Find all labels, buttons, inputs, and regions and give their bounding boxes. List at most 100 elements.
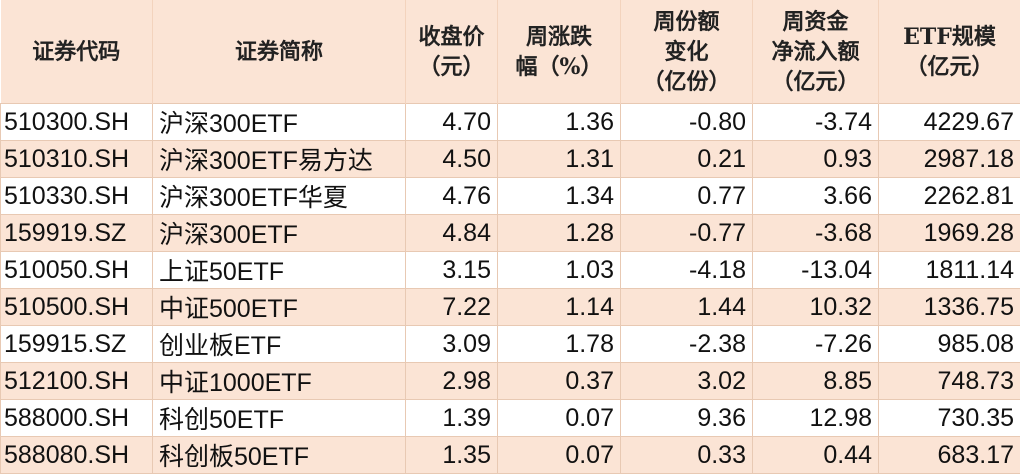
cell-close-price: 4.50 <box>406 141 498 178</box>
cell-weekly-change: 1.36 <box>498 104 621 141</box>
cell-name: 沪深300ETF <box>153 104 406 141</box>
cell-weekly-change: 0.07 <box>498 400 621 437</box>
cell-close-price: 4.70 <box>406 104 498 141</box>
cell-close-price: 1.39 <box>406 400 498 437</box>
cell-net-inflow: -7.26 <box>753 326 879 363</box>
cell-net-inflow: 8.85 <box>753 363 879 400</box>
cell-share-change: 0.33 <box>621 437 753 474</box>
header-line: 证券代码 <box>1 37 153 67</box>
cell-etf-scale: 985.08 <box>879 326 1020 363</box>
header-row: 证券代码证券简称收盘价（元）周涨跌幅（%）周份额变化（亿份）周资金净流入额（亿元… <box>1 0 1020 104</box>
cell-etf-scale: 2987.18 <box>879 141 1020 178</box>
header-line: 周资金 <box>753 7 878 37</box>
cell-code: 512100.SH <box>1 363 153 400</box>
cell-etf-scale: 730.35 <box>879 400 1020 437</box>
cell-code: 510050.SH <box>1 252 153 289</box>
cell-close-price: 3.09 <box>406 326 498 363</box>
header-weekly-change: 周涨跌幅（%） <box>498 0 621 104</box>
header-line: （亿份） <box>621 67 752 97</box>
cell-net-inflow: 12.98 <box>753 400 879 437</box>
header-line: ETF规模 <box>879 22 1020 52</box>
cell-net-inflow: -3.74 <box>753 104 879 141</box>
cell-close-price: 4.76 <box>406 178 498 215</box>
cell-weekly-change: 1.28 <box>498 215 621 252</box>
cell-code: 510310.SH <box>1 141 153 178</box>
cell-weekly-change: 1.31 <box>498 141 621 178</box>
cell-close-price: 1.35 <box>406 437 498 474</box>
cell-code: 159919.SZ <box>1 215 153 252</box>
cell-name: 中证1000ETF <box>153 363 406 400</box>
cell-net-inflow: -13.04 <box>753 252 879 289</box>
cell-share-change: -4.18 <box>621 252 753 289</box>
cell-code: 510500.SH <box>1 289 153 326</box>
header-etf-scale: ETF规模（亿元） <box>879 0 1020 104</box>
header-code: 证券代码 <box>1 0 153 104</box>
cell-name: 创业板ETF <box>153 326 406 363</box>
cell-share-change: 0.21 <box>621 141 753 178</box>
header-line: 收盘价 <box>406 22 497 52</box>
header-line: 变化 <box>621 37 752 67</box>
cell-weekly-change: 1.34 <box>498 178 621 215</box>
cell-weekly-change: 0.37 <box>498 363 621 400</box>
cell-close-price: 2.98 <box>406 363 498 400</box>
cell-code: 588080.SH <box>1 437 153 474</box>
cell-name: 沪深300ETF <box>153 215 406 252</box>
cell-share-change: 3.02 <box>621 363 753 400</box>
header-close-price: 收盘价（元） <box>406 0 498 104</box>
cell-share-change: -0.80 <box>621 104 753 141</box>
header-line: （亿元） <box>879 52 1020 82</box>
cell-net-inflow: -3.68 <box>753 215 879 252</box>
cell-share-change: 9.36 <box>621 400 753 437</box>
cell-weekly-change: 1.78 <box>498 326 621 363</box>
cell-close-price: 4.84 <box>406 215 498 252</box>
header-line: （元） <box>406 52 497 82</box>
header-line: 周份额 <box>621 7 752 37</box>
header-line: 净流入额 <box>753 37 878 67</box>
cell-etf-scale: 748.73 <box>879 363 1020 400</box>
cell-code: 510330.SH <box>1 178 153 215</box>
cell-code: 588000.SH <box>1 400 153 437</box>
header-share-change: 周份额变化（亿份） <box>621 0 753 104</box>
header-name: 证券简称 <box>153 0 406 104</box>
cell-etf-scale: 4229.67 <box>879 104 1020 141</box>
header-line: 幅（%） <box>498 52 620 82</box>
cell-code: 159915.SZ <box>1 326 153 363</box>
cell-net-inflow: 0.93 <box>753 141 879 178</box>
cell-close-price: 7.22 <box>406 289 498 326</box>
cell-share-change: 1.44 <box>621 289 753 326</box>
cell-share-change: -0.77 <box>621 215 753 252</box>
cell-name: 沪深300ETF华夏 <box>153 178 406 215</box>
cell-net-inflow: 10.32 <box>753 289 879 326</box>
cell-name: 科创50ETF <box>153 400 406 437</box>
cell-etf-scale: 2262.81 <box>879 178 1020 215</box>
cell-weekly-change: 1.03 <box>498 252 621 289</box>
cell-name: 中证500ETF <box>153 289 406 326</box>
cell-etf-scale: 1336.75 <box>879 289 1020 326</box>
cell-code: 510300.SH <box>1 104 153 141</box>
cell-etf-scale: 683.17 <box>879 437 1020 474</box>
cell-close-price: 3.15 <box>406 252 498 289</box>
cell-weekly-change: 1.14 <box>498 289 621 326</box>
cell-share-change: -2.38 <box>621 326 753 363</box>
cell-name: 科创板50ETF <box>153 437 406 474</box>
cell-share-change: 0.77 <box>621 178 753 215</box>
cell-net-inflow: 3.66 <box>753 178 879 215</box>
cell-net-inflow: 0.44 <box>753 437 879 474</box>
header-net-inflow: 周资金净流入额（亿元） <box>753 0 879 104</box>
header-line: 证券简称 <box>153 37 405 67</box>
header-line: 周涨跌 <box>498 22 620 52</box>
cell-name: 上证50ETF <box>153 252 406 289</box>
cell-etf-scale: 1969.28 <box>879 215 1020 252</box>
cell-name: 沪深300ETF易方达 <box>153 141 406 178</box>
